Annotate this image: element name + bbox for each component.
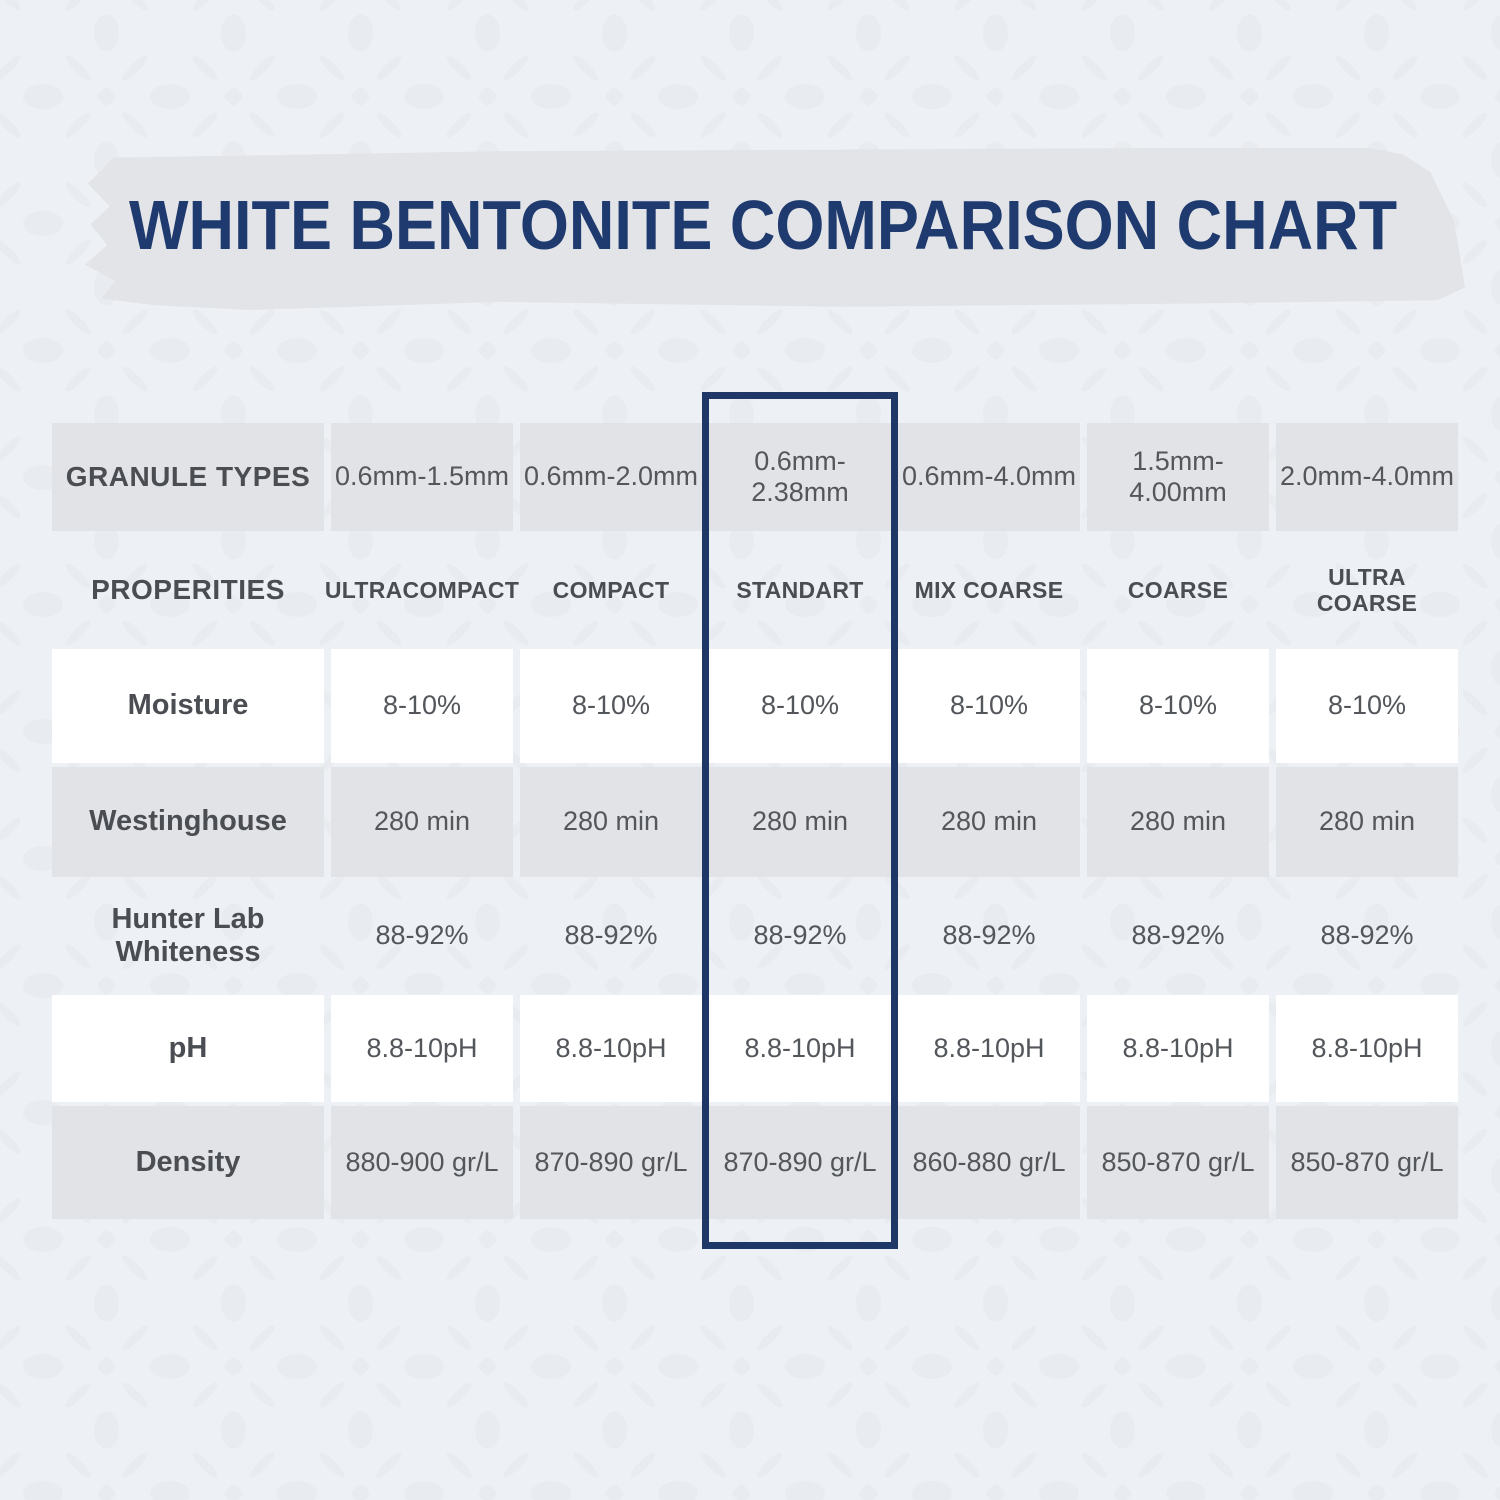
value-cell-2-5: 88-92% bbox=[1320, 920, 1414, 951]
value-cell-1-5: 280 min bbox=[1276, 767, 1458, 877]
value-cell-3-1: 8.8-10pH bbox=[520, 995, 702, 1102]
properties-row-label: PROPERITIES bbox=[91, 573, 285, 605]
value-cell-4-5: 850-870 gr/L bbox=[1276, 1106, 1458, 1219]
property-label-1: Westinghouse bbox=[52, 767, 324, 877]
value-cell-0-5: 8-10% bbox=[1276, 649, 1458, 763]
value-cell-3-2: 8.8-10pH bbox=[709, 995, 891, 1102]
value-cell-1-4: 280 min bbox=[1087, 767, 1269, 877]
value-cell-3-4: 8.8-10pH bbox=[1087, 995, 1269, 1102]
value-cell-4-1: 870-890 gr/L bbox=[520, 1106, 702, 1219]
comparison-table: GRANULE TYPES 0.6mm-1.5mm 0.6mm-2.0mm 0.6mm… bbox=[52, 392, 1458, 1249]
value-cell-1-0: 280 min bbox=[331, 767, 513, 877]
value-cell-4-3: 860-880 gr/L bbox=[898, 1106, 1080, 1219]
value-cell-0-2: 8-10% bbox=[709, 649, 891, 763]
page-title: WHITE BENTONITE COMPARISON CHART bbox=[129, 186, 1398, 264]
value-cell-3-0: 8.8-10pH bbox=[331, 995, 513, 1102]
value-cell-0-4: 8-10% bbox=[1087, 649, 1269, 763]
value-cell-1-3: 280 min bbox=[898, 767, 1080, 877]
value-cell-2-2: 88-92% bbox=[753, 920, 847, 951]
value-cell-4-2: 870-890 gr/L bbox=[709, 1106, 891, 1219]
value-cell-3-3: 8.8-10pH bbox=[898, 995, 1080, 1102]
product-name-cell-1: COMPACT bbox=[552, 576, 670, 603]
granule-type-cell-0: 0.6mm-1.5mm bbox=[331, 423, 513, 531]
value-cell-2-1: 88-92% bbox=[564, 920, 658, 951]
granule-types-row-label: GRANULE TYPES bbox=[52, 423, 324, 531]
product-name-cell-5: ULTRA COARSE bbox=[1316, 563, 1418, 616]
value-cell-3-5: 8.8-10pH bbox=[1276, 995, 1458, 1102]
value-cell-0-1: 8-10% bbox=[520, 649, 702, 763]
property-label-4: Density bbox=[52, 1106, 324, 1219]
value-cell-1-2: 280 min bbox=[709, 767, 891, 877]
product-name-cell-2: STANDART bbox=[736, 576, 864, 603]
granule-type-cell-4: 1.5mm-4.00mm bbox=[1087, 423, 1269, 531]
value-cell-1-1: 280 min bbox=[520, 767, 702, 877]
granule-type-cell-2: 0.6mm-2.38mm bbox=[709, 423, 891, 531]
property-label-2: Hunter Lab Whiteness bbox=[111, 902, 265, 968]
granule-type-cell-1: 0.6mm-2.0mm bbox=[520, 423, 702, 531]
title-banner bbox=[85, 148, 1465, 310]
value-cell-4-0: 880-900 gr/L bbox=[331, 1106, 513, 1219]
property-label-0: Moisture bbox=[52, 649, 324, 763]
product-name-cell-4: COARSE bbox=[1127, 576, 1229, 603]
value-cell-4-4: 850-870 gr/L bbox=[1087, 1106, 1269, 1219]
property-label-3: pH bbox=[52, 995, 324, 1102]
value-cell-2-4: 88-92% bbox=[1131, 920, 1225, 951]
granule-type-cell-5: 2.0mm-4.0mm bbox=[1276, 423, 1458, 531]
value-cell-2-3: 88-92% bbox=[942, 920, 1036, 951]
granule-type-cell-3: 0.6mm-4.0mm bbox=[898, 423, 1080, 531]
value-cell-2-0: 88-92% bbox=[375, 920, 469, 951]
value-cell-0-3: 8-10% bbox=[898, 649, 1080, 763]
product-name-cell-3: MIX COARSE bbox=[914, 576, 1064, 603]
value-cell-0-0: 8-10% bbox=[331, 649, 513, 763]
product-name-cell-0: ULTRACOMPACT bbox=[324, 576, 520, 603]
